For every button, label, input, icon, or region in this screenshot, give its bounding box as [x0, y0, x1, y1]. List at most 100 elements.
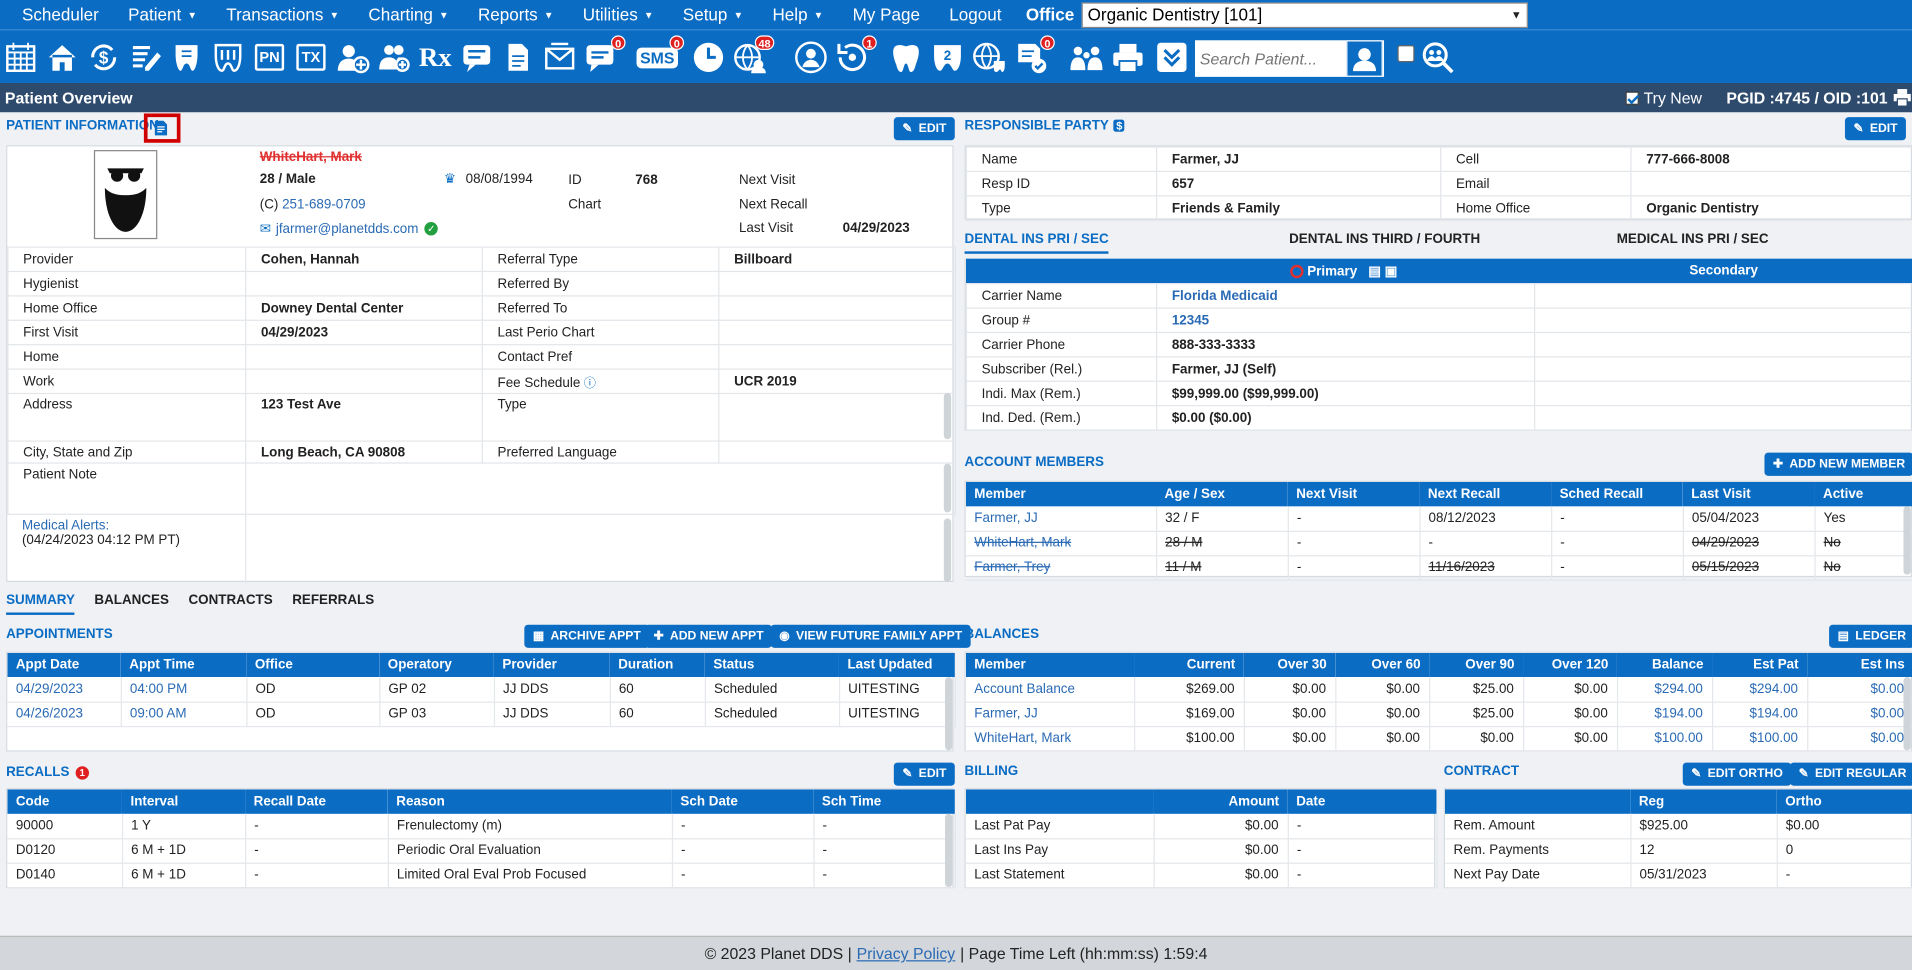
- menu-reports[interactable]: Reports ▼: [477, 4, 554, 25]
- globe-user-icon[interactable]: [793, 39, 830, 76]
- patient-search-button[interactable]: [1346, 40, 1383, 77]
- details-scrollbar[interactable]: [943, 392, 952, 440]
- clock-icon[interactable]: [690, 39, 727, 76]
- patient-edit-button[interactable]: ✎ EDIT: [893, 117, 955, 141]
- billing-row[interactable]: Last Pat Pay $0.00-: [965, 813, 1438, 839]
- info-icon[interactable]: ⓘ: [580, 377, 596, 391]
- patient-info-doc-button[interactable]: [143, 113, 181, 143]
- table-cell[interactable]: $294.00: [1712, 677, 1808, 703]
- table-cell[interactable]: WhiteHart, Mark: [965, 725, 1135, 751]
- insurance-tab[interactable]: DENTAL INS THIRD / FOURTH: [1289, 231, 1481, 247]
- tooth-number-icon[interactable]: 2: [929, 39, 966, 76]
- table-cell[interactable]: $100.00: [1616, 725, 1713, 751]
- edit-regular-button[interactable]: ✎ EDIT REGULAR: [1790, 762, 1912, 786]
- table-cell[interactable]: $0.00: [1807, 701, 1912, 727]
- sms-icon[interactable]: SMS 0: [636, 35, 685, 76]
- balance-row[interactable]: Farmer, JJ $169.00 $0.00 $0.00 $25.00 $0.00 $1…: [965, 701, 1912, 727]
- office-select[interactable]: Organic Dentistry [101] ▼: [1081, 1, 1528, 28]
- patient-name[interactable]: WhiteHart, Mark: [259, 150, 362, 165]
- medical-alerts-label[interactable]: Medical Alerts:: [21, 518, 110, 534]
- menu-logout[interactable]: Logout: [949, 4, 1002, 25]
- billing-row[interactable]: Last Ins Pay $0.00-: [965, 838, 1438, 864]
- patient-phone[interactable]: 251-689-0709: [282, 197, 366, 213]
- table-cell[interactable]: Farmer, JJ: [965, 506, 1157, 532]
- prescription-icon[interactable]: Rx: [418, 41, 452, 72]
- ledger-button[interactable]: ▤ LEDGER: [1829, 624, 1912, 648]
- menu-my-page[interactable]: My Page: [852, 4, 920, 25]
- archive-appt-button[interactable]: ▦ ARCHIVE APPT: [524, 624, 650, 648]
- balance-row[interactable]: Account Balance $269.00 $0.00 $0.00 $25.00 $0…: [965, 677, 1912, 703]
- table-cell[interactable]: 04:00 PM: [120, 677, 247, 703]
- summary-tab[interactable]: BALANCES: [94, 592, 169, 608]
- dollar-refresh-icon[interactable]: $: [85, 39, 122, 76]
- progress-notes-icon[interactable]: PN: [251, 39, 288, 76]
- document-icon[interactable]: [500, 39, 537, 76]
- table-cell[interactable]: 09:00 AM: [120, 701, 247, 727]
- table-cell[interactable]: WhiteHart, Mark: [965, 530, 1157, 556]
- members-scrollbar[interactable]: [1903, 506, 1911, 575]
- home-icon[interactable]: [44, 39, 81, 76]
- add-patient-icon[interactable]: [334, 39, 371, 76]
- treatment-plan-icon[interactable]: TX: [293, 39, 330, 76]
- balances-scrollbar[interactable]: [1903, 677, 1911, 751]
- table-cell[interactable]: $0.00: [1807, 677, 1912, 703]
- chevrons-down-icon[interactable]: [1154, 39, 1191, 76]
- add-family-icon[interactable]: [376, 39, 413, 76]
- table-cell[interactable]: Account Balance: [965, 677, 1135, 703]
- member-row[interactable]: Farmer, JJ 32 / F -08/12/2023-05/04/2023 Ye…: [965, 506, 1912, 532]
- balance-row[interactable]: WhiteHart, Mark $100.00 $0.00 $0.00 $0.00 $0.…: [965, 725, 1912, 751]
- summary-tab[interactable]: CONTRACTS: [188, 592, 273, 608]
- patient-note-value[interactable]: [245, 462, 957, 515]
- table-cell[interactable]: $194.00: [1712, 701, 1808, 727]
- recall-row[interactable]: D0120 6 M + 1D - Periodic Oral Evaluation - -: [7, 838, 956, 864]
- messages-icon[interactable]: [458, 39, 495, 76]
- menu-setup[interactable]: Setup ▼: [682, 4, 744, 25]
- avatar[interactable]: [93, 150, 158, 240]
- print-icon[interactable]: [1893, 88, 1912, 108]
- privacy-policy-link[interactable]: Privacy Policy: [856, 944, 956, 963]
- view-future-family-appt-button[interactable]: ◉ VIEW FUTURE FAMILY APPT: [770, 624, 971, 648]
- insurance-tab[interactable]: MEDICAL INS PRI / SEC: [1616, 231, 1769, 247]
- contract-row[interactable]: Next Pay Date 05/31/2023-: [1444, 862, 1912, 888]
- add-new-member-button[interactable]: ✚ ADD NEW MEMBER: [1764, 452, 1912, 476]
- menu-charting[interactable]: Charting ▼: [368, 4, 449, 25]
- table-cell[interactable]: $294.00: [1616, 677, 1713, 703]
- member-row[interactable]: Farmer, Trey 11 / M -11/16/2023-05/15/2023…: [965, 555, 1912, 581]
- summary-tab[interactable]: REFERRALS: [292, 592, 375, 608]
- menu-utilities[interactable]: Utilities ▼: [582, 4, 654, 25]
- tooth-chart-icon[interactable]: [168, 39, 205, 76]
- insurance-tab[interactable]: DENTAL INS PRI / SEC: [964, 232, 1109, 254]
- table-cell[interactable]: $100.00: [1712, 725, 1808, 751]
- chat-icon[interactable]: 0: [583, 35, 626, 76]
- ins-value[interactable]: Florida Medicaid: [1155, 283, 1536, 309]
- patient-email[interactable]: jfarmer@planetdds.com: [275, 221, 419, 237]
- primary-header[interactable]: Primary ▤ ▣: [1155, 258, 1535, 284]
- table-cell[interactable]: Farmer, JJ: [965, 701, 1135, 727]
- table-cell[interactable]: $0.00: [1807, 725, 1912, 751]
- summary-tab[interactable]: SUMMARY: [6, 593, 75, 615]
- appointment-row[interactable]: 04/26/2023 09:00 AM OD GP 03 JJ DDS 60 Schedul…: [7, 701, 956, 727]
- menu-scheduler[interactable]: Scheduler: [21, 4, 99, 25]
- appointments-scrollbar[interactable]: [945, 677, 953, 751]
- tooth-icon[interactable]: [888, 39, 925, 76]
- search-people-icon[interactable]: [1419, 39, 1456, 76]
- calendar-icon[interactable]: [2, 39, 39, 76]
- contract-row[interactable]: Rem. Amount $925.00 $0.00: [1444, 813, 1912, 839]
- table-cell[interactable]: Farmer, Trey: [965, 555, 1157, 581]
- member-row[interactable]: WhiteHart, Mark 28 / M - - -04/29/2023 No: [965, 530, 1912, 556]
- form-check-icon[interactable]: 0: [1012, 35, 1055, 76]
- printer-icon[interactable]: [1110, 39, 1147, 76]
- note-scrollbar[interactable]: [943, 463, 952, 513]
- table-cell[interactable]: 04/29/2023: [7, 677, 122, 703]
- recall-row[interactable]: 90000 1 Y - Frenulectomy (m) - -: [7, 813, 956, 839]
- edit-ortho-button[interactable]: ✎ EDIT ORTHO: [1682, 762, 1792, 786]
- recall-row[interactable]: D0140 6 M + 1D - Limited Oral Eval Prob Foc…: [7, 862, 956, 888]
- table-cell[interactable]: 04/26/2023: [7, 701, 122, 727]
- online-booking-icon[interactable]: 48: [732, 35, 775, 76]
- envelope-icon[interactable]: [541, 39, 578, 76]
- recall-icon[interactable]: 1: [834, 35, 877, 76]
- family-icon[interactable]: [1066, 39, 1107, 76]
- resp-edit-button[interactable]: ✎ EDIT: [1844, 117, 1907, 141]
- secondary-header[interactable]: Secondary: [1534, 258, 1912, 284]
- recalls-scrollbar[interactable]: [945, 813, 953, 888]
